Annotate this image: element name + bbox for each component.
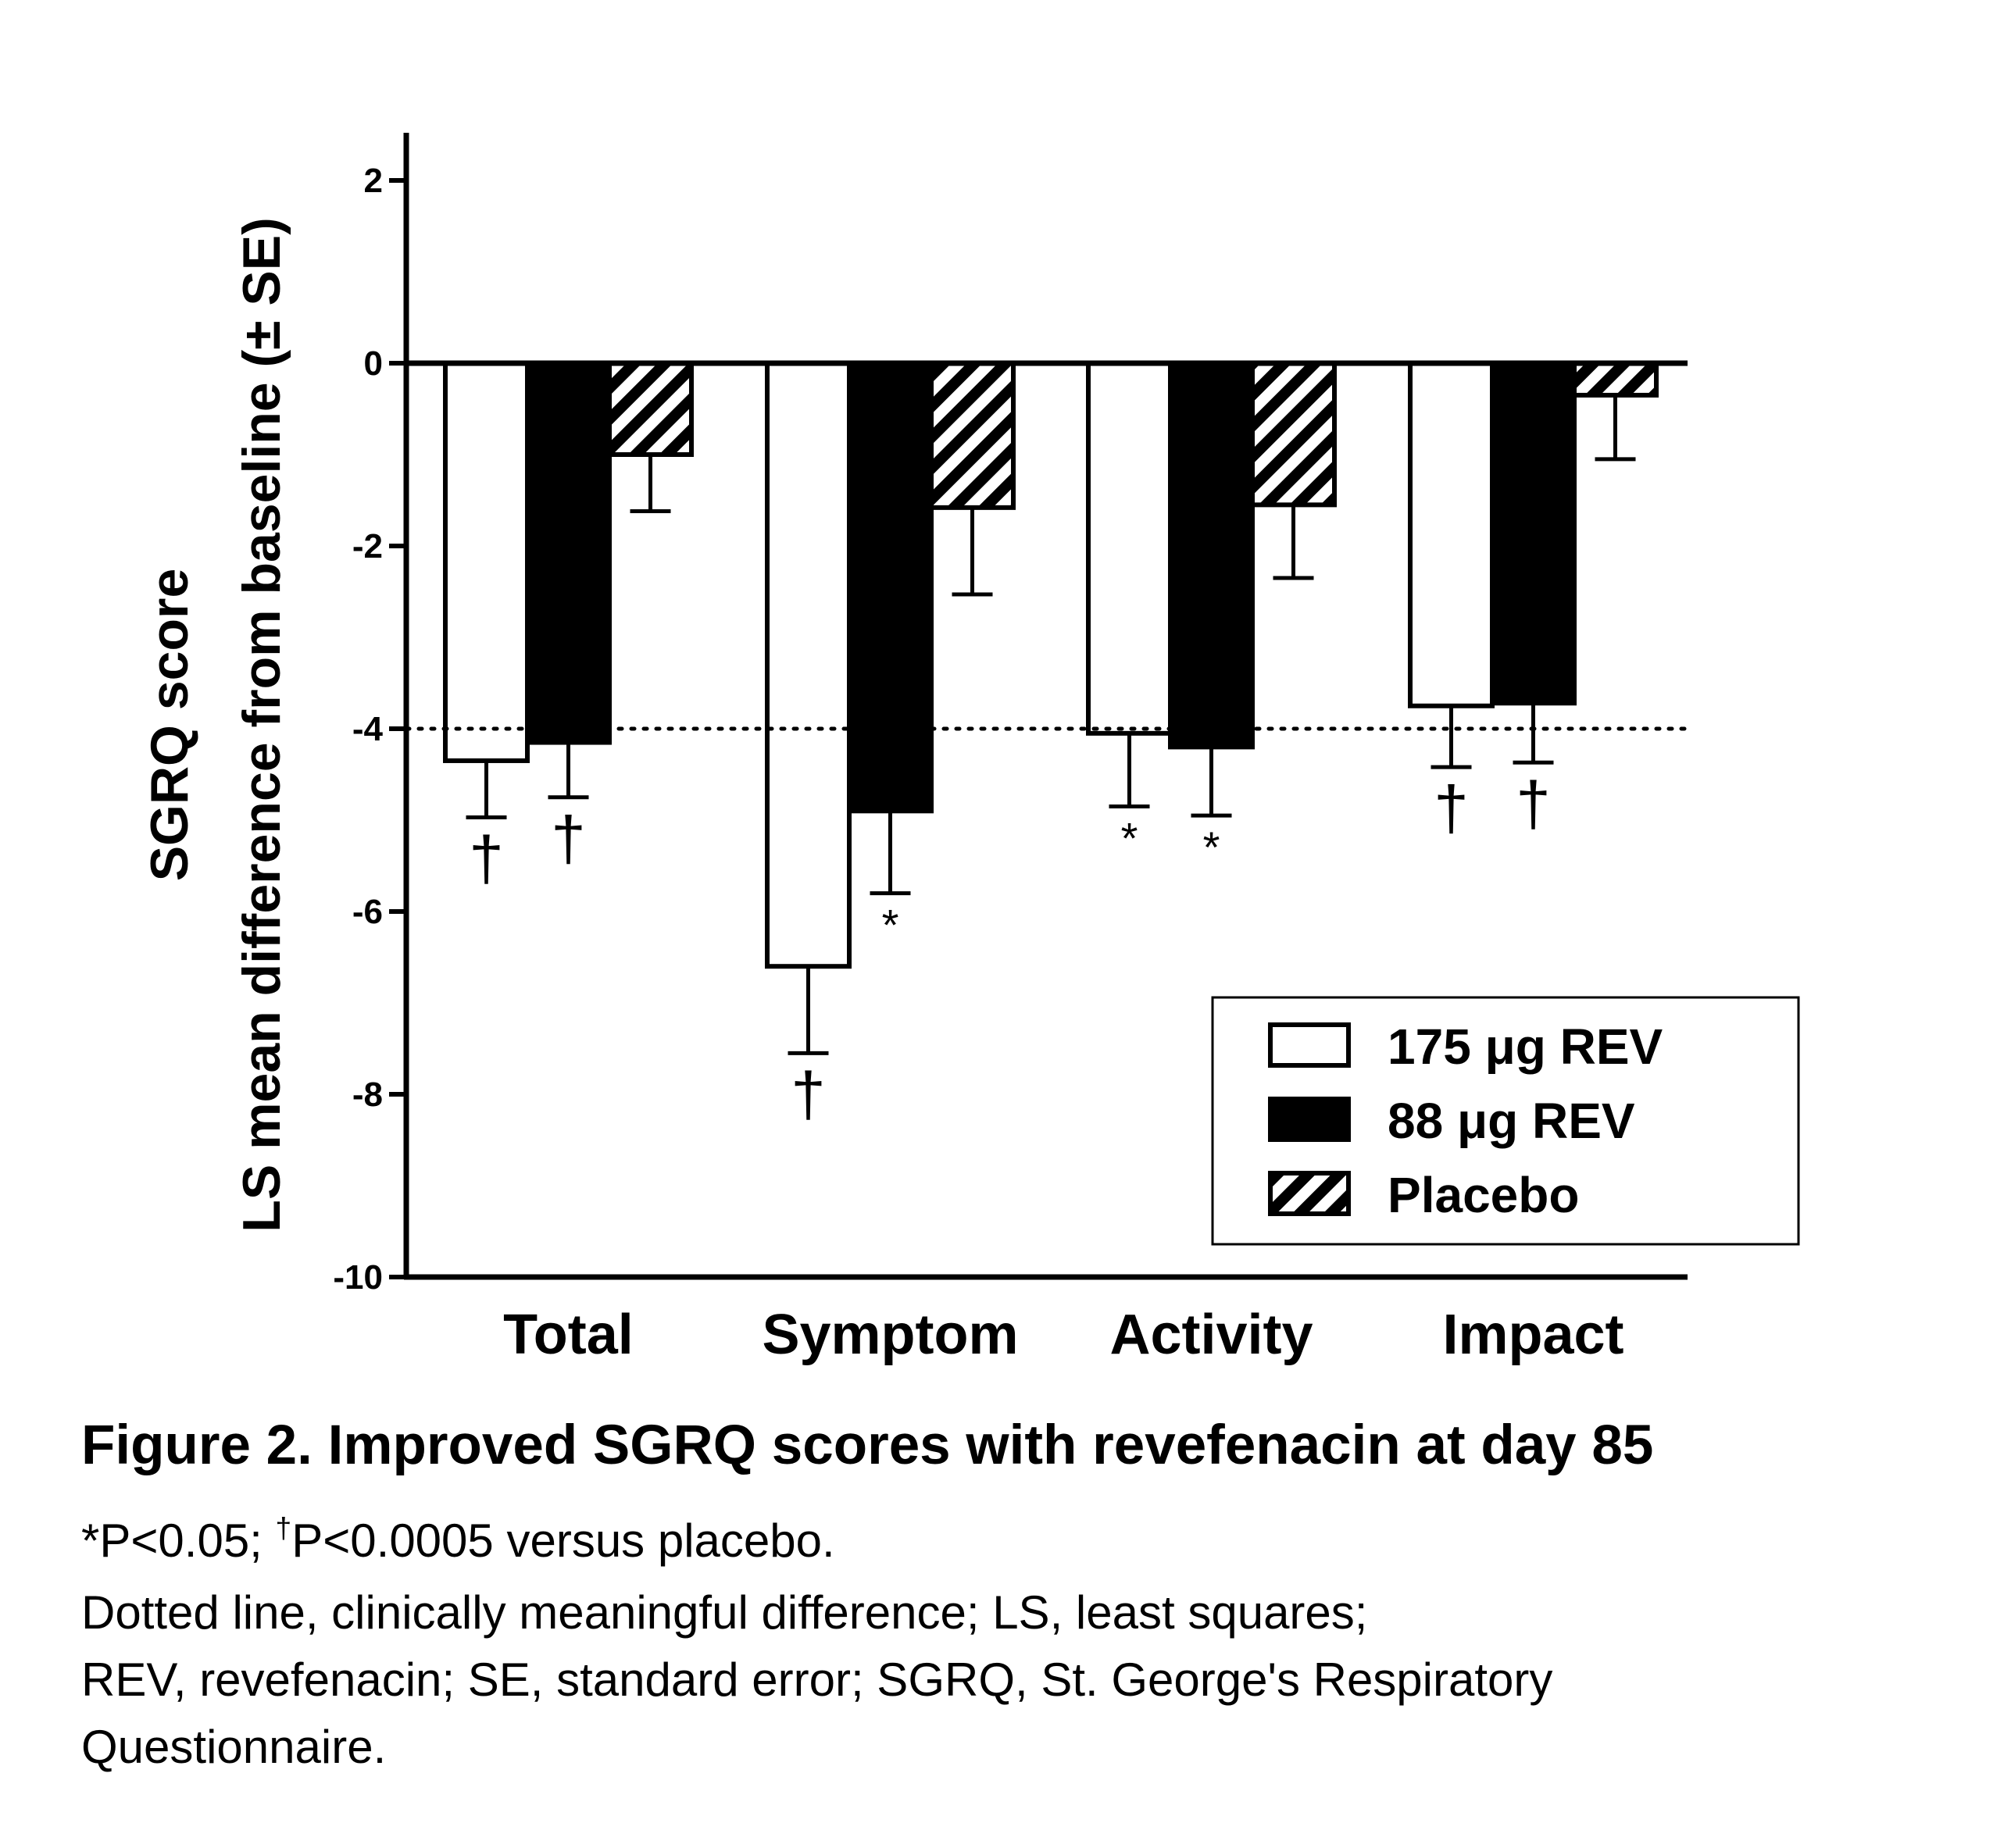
y-axis-title-line-2: LS mean difference from baseline (± SE) [232,217,291,1232]
significance-marker-activity-88-g-rev: * [1203,822,1220,872]
x-tick-label-total: Total [503,1304,634,1366]
bar-chart: † † † * * * † † Total Symptom Activity Impact 2 0 -2 -… [140,133,1800,1366]
y-tick-label--6: -6 [352,893,383,931]
legend-swatch-175-g-rev [1268,1022,1351,1068]
caption-note-part-2: P<0.0005 versus placebo. [291,1514,835,1568]
bar-impact-88-g-rev [1490,361,1577,706]
x-tick-label-symptom: Symptom [762,1304,1018,1366]
caption-abbreviations-line-2: REV, revefenacin; SE, standard error; SG… [81,1654,1553,1706]
y-tick-label--4: -4 [352,710,384,748]
significance-marker-total-88-g-rev: † [551,804,586,873]
significance-marker-symptom-88-g-rev: * [882,901,899,950]
significance-marker-impact-88-g-rev: † [1516,769,1551,838]
dagger-symbol: † [275,1511,292,1544]
significance-marker-impact-175-g-rev: † [1434,773,1469,843]
legend-swatch-placebo [1268,1171,1351,1216]
y-tick-label--8: -8 [352,1076,383,1114]
significance-marker-activity-175-g-rev: * [1121,813,1138,862]
y-axis-title-line-1: SGRQ score [140,569,199,882]
caption-note-part-1: *P<0.05; [81,1514,276,1568]
legend-label-175-g-rev: 175 μg REV [1388,1019,1663,1075]
y-tick-label-2: 2 [364,162,383,200]
caption-abbreviations-line-3: Questionnaire. [81,1721,387,1773]
bar-activity-placebo [1250,361,1337,508]
y-tick-label-0: 0 [364,344,383,383]
bar-activity-88-g-rev [1168,361,1255,750]
bar-impact-placebo [1572,361,1659,398]
bar-total-175-g-rev [443,361,530,763]
significance-marker-total-175-g-rev: † [469,823,504,893]
bar-symptom-175-g-rev [765,361,852,969]
legend: 175 μg REV 88 μg REV Placebo [1211,996,1800,1246]
legend-swatch-88-g-rev [1268,1097,1351,1142]
legend-label-placebo: Placebo [1388,1167,1579,1223]
figure-caption-title: Figure 2. Improved SGRQ scores with reve… [81,1415,1654,1476]
caption-significance-note: *P<0.05; †P<0.0005 versus placebo. [81,1511,1988,1568]
x-tick-label-impact: Impact [1442,1304,1623,1366]
bar-symptom-placebo [929,361,1016,510]
y-axis-title: SGRQ score LS mean difference from basel… [140,217,291,1232]
bar-total-88-g-rev [525,361,612,745]
bar-activity-175-g-rev [1086,361,1173,736]
bar-symptom-88-g-rev [847,361,934,814]
legend-label-88-g-rev: 88 μg REV [1388,1093,1635,1149]
bar-impact-175-g-rev [1408,361,1495,708]
caption-abbreviations-line-1: Dotted line, clinically meaningful diffe… [81,1586,1368,1639]
significance-marker-symptom-175-g-rev: † [791,1059,826,1129]
y-tick-label--10: -10 [333,1258,383,1297]
bar-total-placebo [607,361,694,457]
y-tick-label--2: -2 [352,527,383,565]
x-tick-label-activity: Activity [1109,1304,1313,1366]
